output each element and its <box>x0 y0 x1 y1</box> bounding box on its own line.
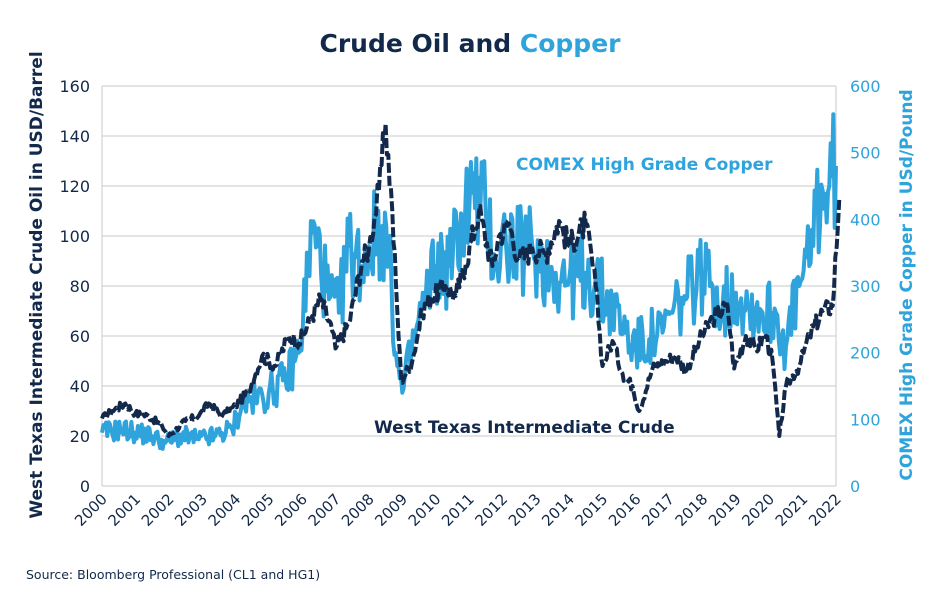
copper-annotation: COMEX High Grade Copper <box>516 155 773 175</box>
source-note: Source: Bloomberg Professional (CL1 and … <box>26 567 321 582</box>
right-tick-label: 400 <box>850 210 881 229</box>
right-tick-label: 0 <box>850 477 860 496</box>
left-tick-label: 120 <box>59 177 90 196</box>
x-tick-label: 2007 <box>305 490 345 530</box>
oil-series-line <box>100 121 842 438</box>
x-tick-label: 2016 <box>605 490 645 530</box>
right-axis-title: COMEX High Grade Copper in USd/Pound <box>897 89 917 480</box>
oil-annotation: West Texas Intermediate Crude <box>374 418 675 438</box>
left-tick-label: 20 <box>70 427 90 446</box>
x-tick-label: 2008 <box>338 490 378 530</box>
x-tick-label: 2010 <box>405 490 445 530</box>
right-tick-label: 600 <box>850 77 881 96</box>
x-tick-label: 2000 <box>71 490 111 530</box>
right-axis-ticks: 0 100 200 300 400 500 600 <box>850 77 881 496</box>
left-tick-label: 140 <box>59 127 90 146</box>
chart-title-and: and <box>450 29 520 58</box>
left-tick-label: 80 <box>70 277 90 296</box>
left-axis-title: West Texas Intermediate Crude Oil in USD… <box>27 51 47 518</box>
series-group <box>100 112 842 451</box>
x-tick-label: 2013 <box>505 490 545 530</box>
left-tick-label: 100 <box>59 227 90 246</box>
x-tick-label: 2004 <box>205 490 245 530</box>
chart-title: Crude Oil and Copper <box>319 29 621 58</box>
x-tick-label: 2011 <box>438 490 478 530</box>
chart-title-oil: Crude Oil <box>319 29 449 58</box>
right-tick-label: 100 <box>850 410 881 429</box>
x-tick-label: 2022 <box>805 490 845 530</box>
x-tick-label: 2002 <box>138 490 178 530</box>
left-tick-label: 60 <box>70 327 90 346</box>
left-tick-label: 160 <box>59 77 90 96</box>
x-tick-label: 2005 <box>238 490 278 530</box>
chart-title-copper: Copper <box>520 29 621 58</box>
left-tick-label: 40 <box>70 377 90 396</box>
copper-series-line <box>100 112 838 451</box>
x-tick-label: 2019 <box>705 490 745 530</box>
x-tick-label: 2020 <box>738 490 778 530</box>
x-tick-label: 2014 <box>538 490 578 530</box>
x-tick-label: 2001 <box>104 490 144 530</box>
x-tick-label: 2012 <box>471 490 511 530</box>
x-tick-label: 2006 <box>271 490 311 530</box>
left-axis-ticks: 0 20 40 60 80 100 120 140 160 <box>59 77 90 496</box>
x-tick-label: 2021 <box>772 490 812 530</box>
right-tick-label: 200 <box>850 344 881 363</box>
x-tick-label: 2003 <box>171 490 211 530</box>
right-tick-label: 300 <box>850 277 881 296</box>
x-axis-ticks: 2000200120022003200420052006200720082009… <box>71 490 845 530</box>
x-tick-label: 2015 <box>572 490 612 530</box>
x-tick-label: 2009 <box>371 490 411 530</box>
x-tick-label: 2017 <box>638 490 678 530</box>
x-tick-label: 2018 <box>672 490 712 530</box>
left-tick-label: 0 <box>80 477 90 496</box>
right-tick-label: 500 <box>850 144 881 163</box>
